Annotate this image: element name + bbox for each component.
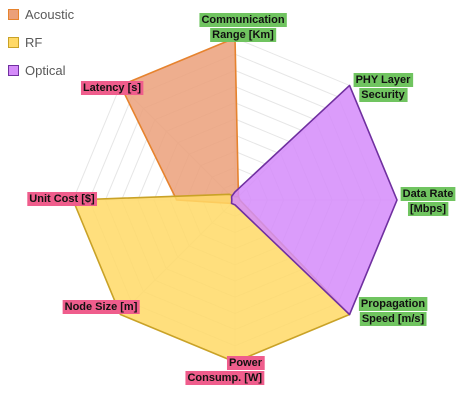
axis-label-text: Node Size [m] bbox=[65, 301, 138, 313]
axis-label-text: Range [Km] bbox=[212, 29, 274, 41]
axis-label-text: Consump. [W] bbox=[187, 372, 262, 384]
axis-label-bg bbox=[199, 13, 287, 27]
legend-label-optical: Optical bbox=[25, 62, 66, 78]
axis-label-7: Latency [s] bbox=[80, 81, 144, 95]
axis-label-bg bbox=[210, 28, 277, 42]
axis-label-text: Latency [s] bbox=[83, 82, 141, 94]
axis-label-1: PHY Layer Security bbox=[353, 73, 414, 102]
axis-label-2: Data Rate [Mbps] bbox=[400, 187, 456, 216]
axis-label-bg bbox=[62, 300, 140, 314]
axis-label-bg bbox=[359, 88, 408, 102]
axis-label-bg bbox=[185, 371, 265, 385]
axis-labels: Communication Range [Km] PHY Layer Security… bbox=[27, 13, 456, 385]
axis-label-bg bbox=[80, 81, 144, 95]
legend-swatch-rf bbox=[8, 36, 19, 48]
axis-label-text: Data Rate bbox=[403, 188, 454, 200]
axis-label-bg bbox=[400, 187, 456, 201]
axis-label-text: PHY Layer bbox=[356, 74, 412, 86]
legend-item-acoustic[interactable]: Acoustic bbox=[8, 6, 74, 22]
axis-label-text: Security bbox=[361, 89, 405, 101]
legend-label-rf: RF bbox=[25, 34, 43, 50]
legend-label-acoustic: Acoustic bbox=[25, 6, 75, 22]
axis-label-bg bbox=[226, 356, 265, 370]
axis-label-bg bbox=[27, 192, 98, 206]
legend-swatch-optical bbox=[8, 64, 19, 76]
axis-label-text: [Mbps] bbox=[410, 203, 446, 215]
axis-label-3: Propagation Speed [m/s] bbox=[358, 297, 428, 326]
series-area-optical bbox=[230, 84, 398, 316]
legend: Acoustic RF Optical bbox=[8, 6, 74, 90]
axis-label-6: Unit Cost [$] bbox=[27, 192, 98, 206]
axis-label-text: Propagation bbox=[361, 298, 425, 310]
series-layer bbox=[72, 37, 398, 363]
legend-item-rf[interactable]: RF bbox=[8, 34, 74, 50]
axis-label-0: Communication Range [Km] bbox=[199, 13, 287, 42]
axis-label-5: Node Size [m] bbox=[62, 300, 140, 314]
axis-label-text: Communication bbox=[201, 14, 284, 26]
axis-label-bg bbox=[407, 202, 449, 216]
series-area-acoustic bbox=[119, 37, 241, 206]
axis-label-bg bbox=[353, 73, 414, 87]
axis-label-text: Power bbox=[229, 357, 263, 369]
axis-label-bg bbox=[359, 312, 427, 326]
axis-label-bg bbox=[358, 297, 428, 311]
axis-label-text: Speed [m/s] bbox=[362, 313, 425, 325]
legend-item-optical[interactable]: Optical bbox=[8, 62, 74, 78]
legend-swatch-acoustic bbox=[8, 8, 19, 20]
axis-label-4: Power Consump. [W] bbox=[185, 356, 265, 385]
axis-label-text: Unit Cost [$] bbox=[29, 193, 95, 205]
